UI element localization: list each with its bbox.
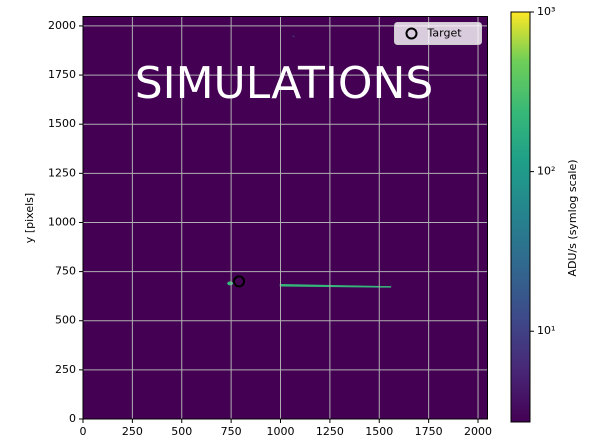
colorbar-label: ADU/s (symlog scale) — [566, 159, 579, 276]
y-tick-label: 250 — [55, 363, 76, 376]
colorbar-tick-label: 10³ — [537, 5, 555, 18]
x-tick-label: 0 — [80, 425, 87, 438]
x-tick-label: 750 — [221, 425, 242, 438]
x-tick-label: 1000 — [267, 425, 295, 438]
y-tick-label: 500 — [55, 314, 76, 327]
y-axis-label: y [pixels] — [23, 193, 36, 243]
colorbar-tick-label: 10¹ — [537, 324, 555, 337]
hot-pixel — [292, 36, 294, 37]
x-tick-label: 2000 — [464, 425, 492, 438]
x-tick-label: 1250 — [316, 425, 344, 438]
chart: 0 250 500 750 1000 1250 1500 1750 2000 0 250 500 750… — [0, 0, 589, 442]
y-tick-label: 1250 — [48, 166, 76, 179]
legend-label: Target — [427, 27, 463, 40]
colorbar-tick-label: 10² — [537, 165, 555, 178]
y-tick-label: 1000 — [48, 215, 76, 228]
y-tick-label: 0 — [69, 412, 76, 425]
zeroth-order — [227, 281, 233, 285]
x-tick-label: 250 — [122, 425, 143, 438]
x-tick-label: 500 — [171, 425, 192, 438]
y-tick-label: 1500 — [48, 117, 76, 130]
y-tick-label: 750 — [55, 265, 76, 278]
y-tick-label: 1750 — [48, 68, 76, 81]
y-tick-label: 2000 — [48, 19, 76, 32]
annotation: SIMULATIONS — [135, 58, 434, 109]
x-tick-label: 1500 — [365, 425, 393, 438]
colorbar — [511, 12, 530, 422]
x-tick-label: 1750 — [415, 425, 443, 438]
